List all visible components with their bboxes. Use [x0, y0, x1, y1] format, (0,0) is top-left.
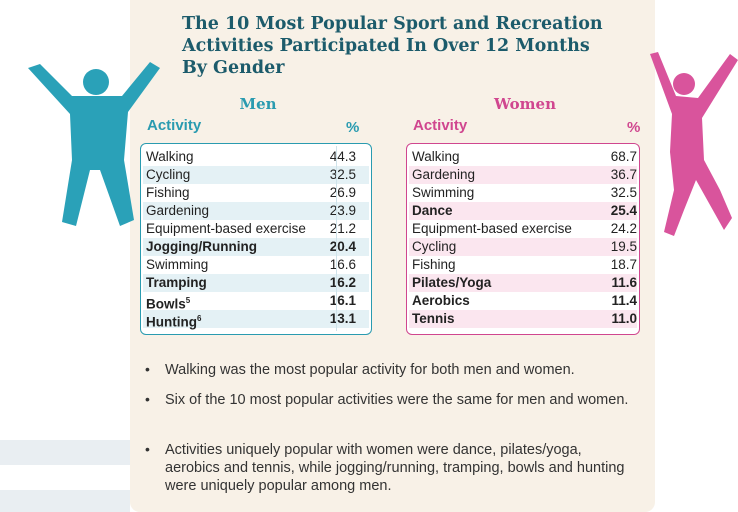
percent: 68.7	[577, 148, 637, 166]
percent: 20.4	[296, 238, 356, 256]
percent: 25.4	[577, 202, 637, 220]
activity: Hunting6	[146, 310, 201, 328]
percent: 11.0	[577, 310, 637, 328]
percent: 16.6	[296, 256, 356, 274]
activity: Fishing	[146, 184, 190, 202]
title-line: Activities Participated In Over 12 Month…	[182, 36, 590, 56]
activity: Dance	[412, 202, 453, 220]
activity: Cycling	[412, 238, 456, 256]
column-header: Activity	[147, 117, 201, 134]
bullet-text: Activities uniquely popular with women w…	[165, 441, 640, 495]
activity: Jogging/Running	[146, 238, 257, 256]
activity: Equipment-based exercise	[412, 220, 572, 238]
column-divider	[336, 146, 337, 331]
percent: 32.5	[577, 184, 637, 202]
percent: 19.5	[577, 238, 637, 256]
percent: 26.9	[296, 184, 356, 202]
percent: 24.2	[577, 220, 637, 238]
activity: Equipment-based exercise	[146, 220, 306, 238]
table-heading: Women	[494, 95, 556, 113]
activity: Tramping	[146, 274, 207, 292]
page: The 10 Most Popular Sport and Recreation…	[0, 0, 738, 512]
table-heading: Men	[239, 95, 276, 113]
activity: Aerobics	[412, 292, 470, 310]
percent: 44.3	[296, 148, 356, 166]
footnote: 5	[186, 296, 190, 305]
percent: 16.1	[296, 292, 356, 310]
activity: Tennis	[412, 310, 455, 328]
activity: Cycling	[146, 166, 190, 184]
column-header: %	[346, 119, 359, 136]
woman-silhouette	[640, 40, 738, 240]
percent: 32.5	[296, 166, 356, 184]
footnote: 6	[197, 314, 201, 323]
bullet-dot: •	[145, 441, 150, 457]
percent: 18.7	[577, 256, 637, 274]
bullet-text: Six of the 10 most popular activities we…	[165, 391, 640, 409]
percent: 16.2	[296, 274, 356, 292]
bullet-dot: •	[145, 391, 150, 407]
stripe	[0, 440, 130, 465]
percent: 36.7	[577, 166, 637, 184]
activity: Walking	[146, 148, 194, 166]
column-header: %	[627, 119, 640, 136]
percent: 13.1	[296, 310, 356, 328]
percent: 23.9	[296, 202, 356, 220]
stripe	[0, 490, 130, 512]
percent: 11.6	[577, 274, 637, 292]
percent: 21.2	[296, 220, 356, 238]
activity: Walking	[412, 148, 460, 166]
title-line: By Gender	[182, 58, 284, 78]
activity: Gardening	[412, 166, 475, 184]
column-header: Activity	[413, 117, 467, 134]
activity: Swimming	[412, 184, 474, 202]
activity: Bowls5	[146, 292, 190, 310]
percent: 11.4	[577, 292, 637, 310]
activity: Gardening	[146, 202, 209, 220]
activity: Pilates/Yoga	[412, 274, 491, 292]
bullet-dot: •	[145, 361, 150, 377]
activity: Swimming	[146, 256, 208, 274]
activity: Fishing	[412, 256, 456, 274]
title-line: The 10 Most Popular Sport and Recreation	[182, 14, 603, 34]
bullet-text: Walking was the most popular activity fo…	[165, 361, 640, 379]
